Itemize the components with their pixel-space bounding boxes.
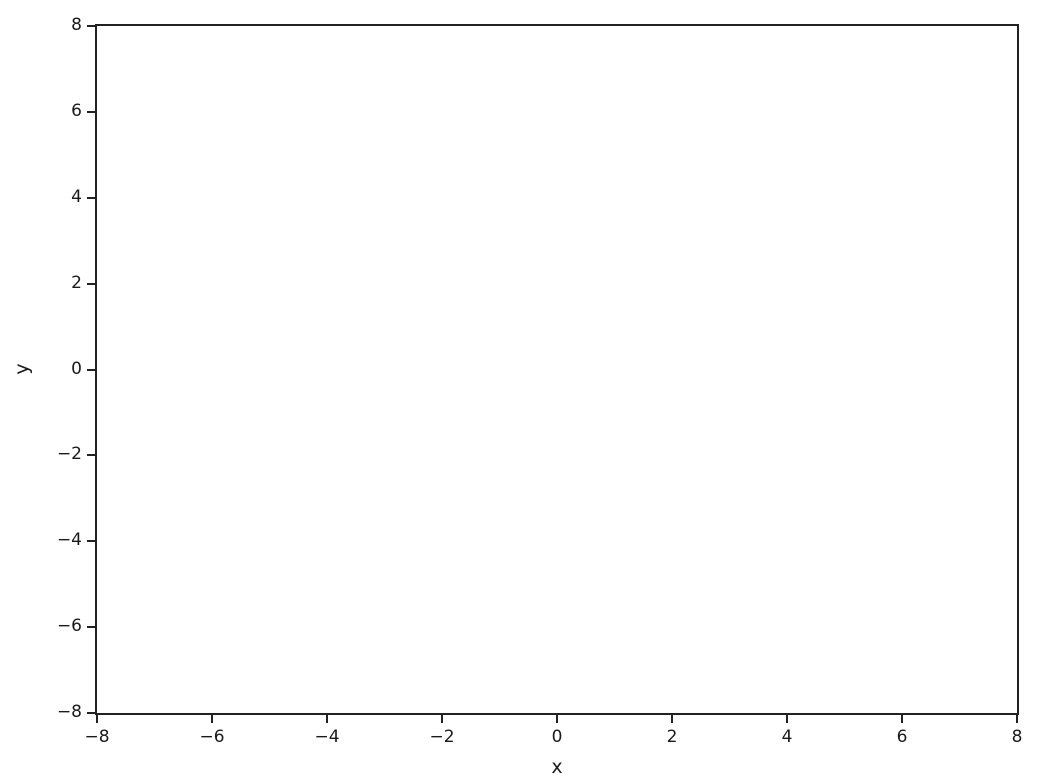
x-tick-label: 4 bbox=[781, 727, 793, 747]
x-tick-label: −4 bbox=[314, 727, 340, 747]
y-tick-mark bbox=[87, 712, 95, 714]
x-tick-mark bbox=[96, 715, 98, 723]
x-tick-label: −6 bbox=[199, 727, 225, 747]
y-tick-label: −4 bbox=[56, 530, 82, 551]
x-tick-mark bbox=[556, 715, 558, 723]
x-tick-label: −2 bbox=[429, 727, 455, 747]
x-tick-label: −8 bbox=[84, 727, 110, 747]
y-tick-mark bbox=[87, 25, 95, 27]
x-tick-label: 8 bbox=[1011, 727, 1023, 747]
x-tick-label: 2 bbox=[666, 727, 678, 747]
y-tick-label: −6 bbox=[56, 616, 82, 637]
y-tick-mark bbox=[87, 540, 95, 543]
x-tick-mark bbox=[786, 715, 788, 723]
x-tick-mark bbox=[326, 715, 328, 723]
y-tick-mark bbox=[87, 282, 95, 285]
y-tick-label: 2 bbox=[71, 272, 82, 293]
x-axis-label: x bbox=[551, 756, 563, 778]
y-tick-mark bbox=[87, 368, 95, 371]
y-tick-label: 4 bbox=[71, 186, 82, 207]
y-tick-mark bbox=[87, 454, 95, 457]
x-tick-mark bbox=[671, 715, 673, 723]
y-tick-mark bbox=[87, 626, 95, 629]
x-tick-mark bbox=[901, 715, 903, 723]
axes-frame bbox=[95, 24, 1019, 715]
x-tick-label: 6 bbox=[896, 727, 908, 747]
y-tick-mark bbox=[87, 196, 95, 199]
x-tick-mark bbox=[441, 715, 443, 723]
x-tick-mark bbox=[211, 715, 213, 723]
y-tick-label: −2 bbox=[56, 444, 82, 465]
y-tick-label: 6 bbox=[71, 100, 82, 121]
y-tick-label: 8 bbox=[71, 15, 82, 35]
y-tick-label: 0 bbox=[71, 358, 82, 379]
x-tick-label: 0 bbox=[551, 727, 563, 747]
y-tick-mark bbox=[87, 110, 95, 113]
x-tick-mark bbox=[1016, 715, 1018, 723]
y-tick-label: −8 bbox=[56, 702, 82, 722]
